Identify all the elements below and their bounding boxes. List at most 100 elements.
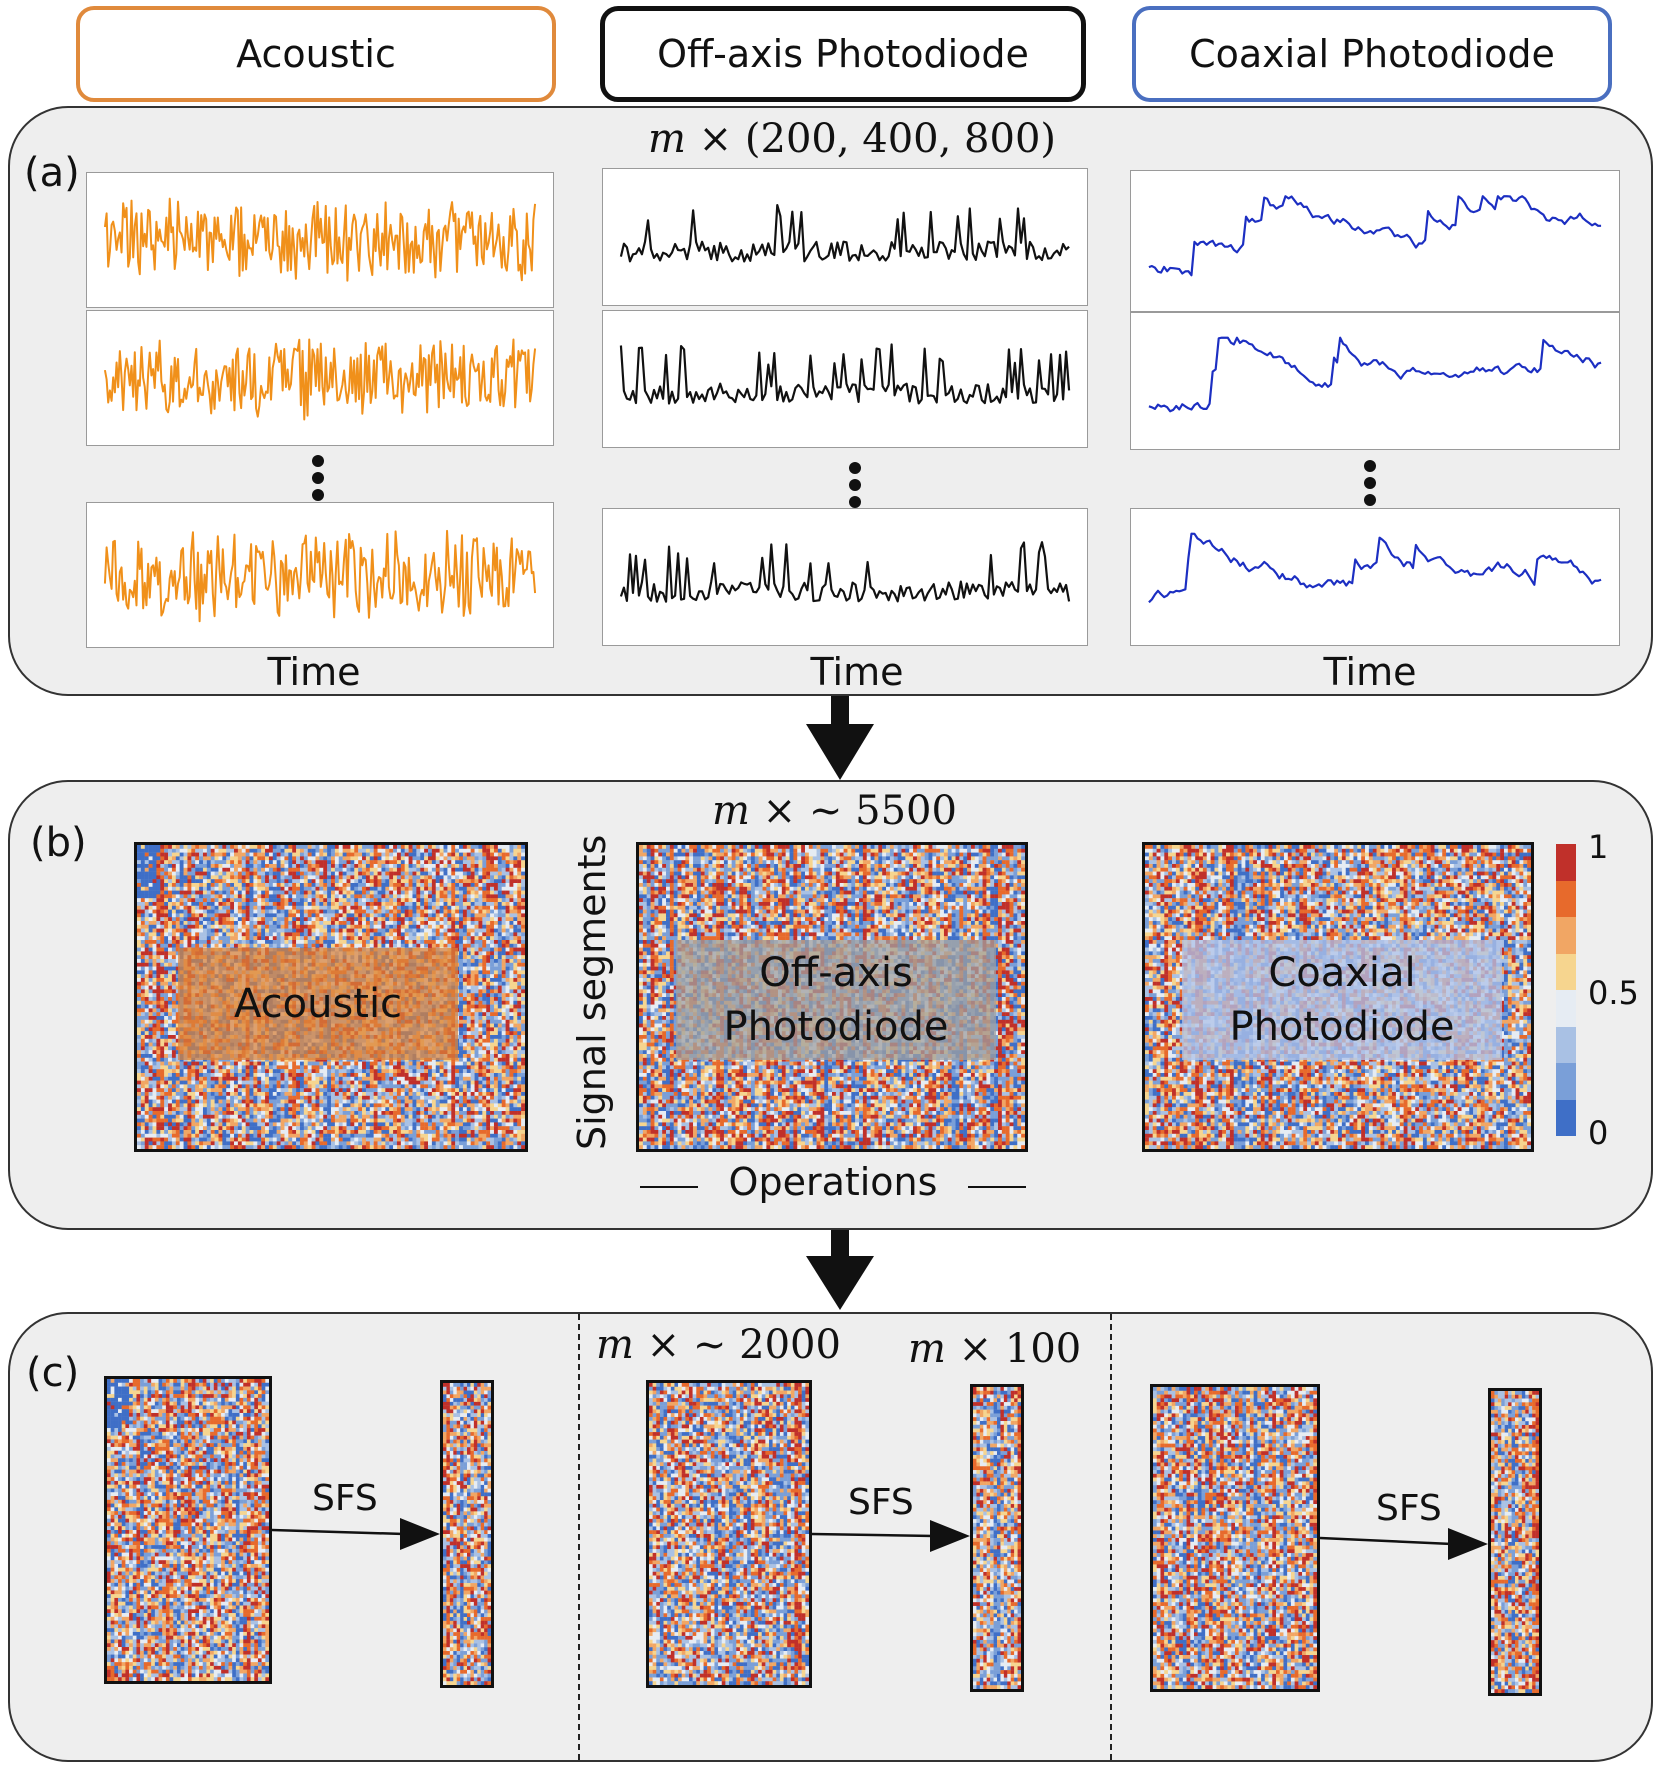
heatmap-cell: [144, 921, 149, 925]
heatmap-cell: [486, 879, 491, 884]
heatmap-cell: [466, 993, 471, 998]
heatmap-cell: [474, 875, 479, 880]
heatmap-cell: [358, 860, 363, 865]
heatmap-cell: [140, 894, 145, 899]
heatmap-cell: [156, 970, 161, 975]
heatmap-cell: [137, 993, 142, 998]
heatmap-cell: [424, 871, 429, 876]
heatmap-cell: [365, 886, 370, 891]
heatmap-cell: [137, 902, 142, 906]
heatmap-cell: [307, 864, 312, 868]
heatmap-cell: [292, 909, 297, 914]
heatmap-cell: [462, 981, 467, 986]
heatmap-cell: [160, 875, 165, 880]
heatmap-cell: [171, 902, 176, 906]
heatmap-cell: [428, 848, 433, 853]
heatmap-cell: [416, 867, 421, 872]
heatmap-cell: [404, 852, 409, 857]
heatmap-cell: [404, 875, 409, 880]
heatmap-cell: [148, 959, 153, 963]
heatmap-cell: [199, 921, 204, 925]
heatmap-cell: [493, 1027, 499, 1032]
heatmap-cell: [358, 845, 363, 849]
heatmap-cell: [404, 845, 409, 849]
heatmap-cell: [373, 902, 378, 906]
heatmap-cell: [493, 943, 499, 948]
heatmap-cell: [470, 993, 475, 998]
heatmap-cell: [416, 848, 421, 853]
heatmap-cell: [226, 932, 231, 937]
heatmap-cell: [140, 856, 145, 861]
heatmap-cell: [261, 898, 266, 903]
heatmap-cell: [490, 848, 495, 853]
heatmap-cell: [455, 940, 460, 944]
heatmap-cell: [358, 913, 363, 918]
heatmap-cell: [222, 936, 227, 941]
heatmap-cell: [447, 940, 452, 944]
heatmap-cell: [195, 867, 200, 872]
heatmap-cell: [175, 894, 180, 899]
heatmap-cell: [137, 867, 142, 872]
heatmap-cell: [284, 890, 289, 895]
heatmap-cell: [168, 959, 173, 963]
heatmap-cell: [331, 898, 336, 903]
heatmap-cell: [431, 848, 436, 853]
heatmap-cell: [148, 970, 153, 975]
heatmap-cell: [276, 867, 281, 872]
heatmap-cell: [493, 852, 499, 857]
heatmap-cell: [369, 890, 374, 895]
heatmap-cell: [396, 867, 402, 872]
heatmap-cell: [412, 883, 417, 887]
heatmap-cell: [385, 871, 390, 876]
heatmap-cell: [299, 879, 305, 884]
heatmap-cell: [342, 909, 347, 914]
heatmap-cell: [137, 970, 142, 975]
heatmap-cell: [513, 909, 518, 914]
heatmap-cell: [459, 909, 464, 914]
heatmap-cell: [249, 894, 254, 899]
heatmap-cell: [327, 886, 332, 891]
heatmap-cell: [284, 898, 289, 903]
heatmap-cell: [362, 928, 367, 933]
heatmap-cell: [276, 913, 281, 918]
heatmap-cell: [160, 978, 165, 982]
heatmap-cell: [338, 924, 343, 929]
heatmap-cell: [179, 894, 184, 899]
heatmap-cell: [137, 936, 142, 941]
heatmap-cell: [171, 1031, 176, 1036]
heatmap-cell: [416, 894, 421, 899]
heatmap-cell: [365, 898, 370, 903]
heatmap-cell: [292, 940, 297, 944]
heatmap-cell: [338, 871, 343, 876]
heatmap-cell: [521, 928, 525, 933]
heatmap-cell: [509, 883, 514, 887]
heatmap-cell: [168, 1000, 173, 1005]
heatmap-cell: [245, 852, 250, 857]
heatmap-cell: [334, 864, 339, 868]
heatmap-cell: [171, 921, 176, 925]
heatmap-cell: [362, 898, 367, 903]
heatmap-cell: [148, 943, 153, 948]
heatmap-cell: [144, 886, 149, 891]
heatmap-cell: [226, 928, 231, 933]
heatmap-cell: [486, 932, 491, 937]
heatmap-cell: [137, 852, 142, 857]
heatmap-cell: [265, 875, 270, 880]
heatmap-cell: [493, 951, 499, 956]
heatmap-cell: [505, 1000, 510, 1005]
heatmap-cell: [501, 962, 506, 967]
heatmap-cell: [164, 947, 169, 952]
heatmap-cell: [393, 932, 398, 937]
heatmap-cell: [424, 860, 429, 865]
heatmap-cell: [513, 871, 518, 876]
heatmap-cell: [253, 867, 258, 872]
heatmap-cell: [175, 978, 180, 982]
heatmap-cell: [497, 1008, 502, 1013]
heatmap-cell: [234, 879, 239, 884]
heatmap-cell: [171, 1023, 176, 1028]
heatmap-cell: [490, 985, 495, 990]
heatmap-cell: [195, 848, 200, 853]
heatmap-cell: [202, 902, 208, 906]
signal-coaxial-2: [1130, 312, 1620, 450]
heatmap-cell: [284, 936, 289, 941]
